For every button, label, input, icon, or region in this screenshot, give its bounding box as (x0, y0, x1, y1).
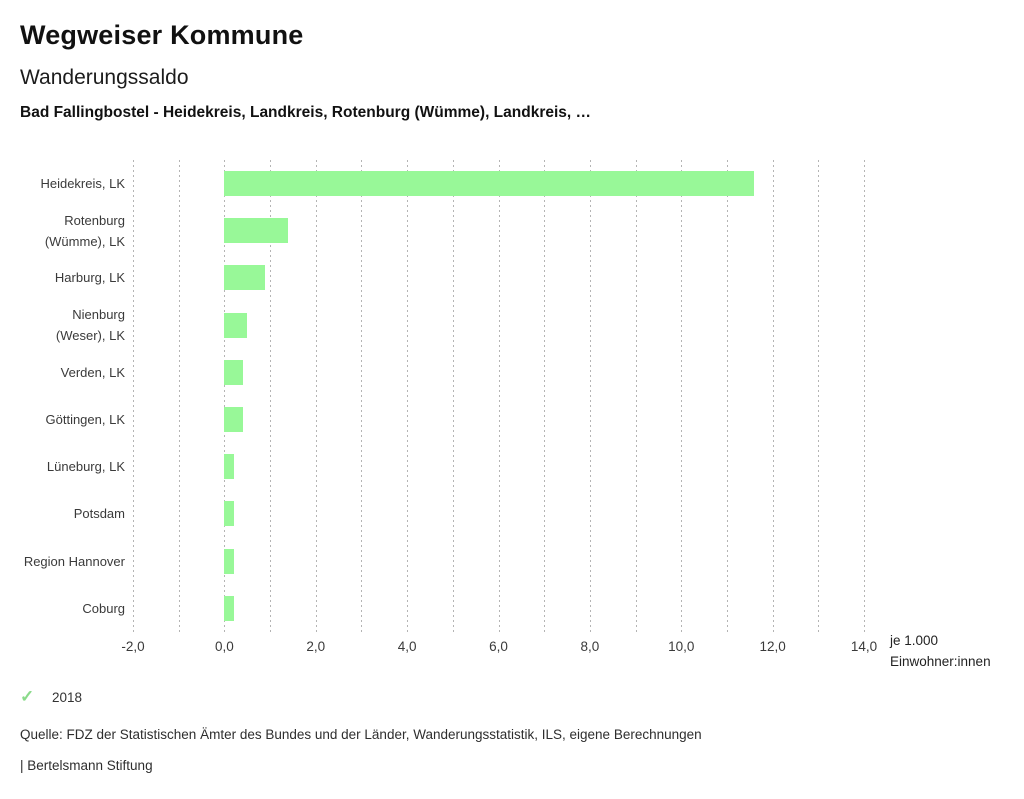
chart-row: Rotenburg (Wümme), LK (20, 207, 864, 254)
bar[interactable] (224, 595, 234, 621)
gridline (178, 160, 180, 632)
gridline (407, 160, 409, 632)
bar[interactable] (224, 171, 755, 196)
gridline (589, 160, 591, 632)
category-label: Coburg (82, 600, 125, 616)
chart-row: Nienburg (Weser), LK (20, 302, 864, 349)
legend-item-2018[interactable]: ✓ 2018 (20, 687, 82, 707)
bar-track (133, 585, 864, 632)
bar-track (133, 349, 864, 396)
gridline (361, 160, 363, 632)
bar-track (133, 490, 864, 537)
x-axis: -2,0 0,0 2,0 4,0 6,0 8,0 10,0 12,0 14,0 (121, 639, 877, 659)
x-tick-label: 8,0 (580, 639, 600, 654)
bar[interactable] (224, 548, 234, 574)
gridline (726, 160, 728, 632)
bar[interactable] (224, 265, 266, 291)
x-tick-label: -2,0 (121, 639, 145, 654)
chart-row: Heidekreis, LK (20, 160, 864, 207)
gridline (544, 160, 546, 632)
bar[interactable] (224, 501, 234, 527)
bar[interactable] (224, 454, 234, 480)
category-label: Harburg, LK (54, 270, 125, 286)
bar-track (133, 443, 864, 490)
branding-text: | Bertelsmann Stiftung (20, 758, 153, 773)
bar-track (133, 302, 864, 349)
gridline (452, 160, 454, 632)
bar-track (133, 160, 864, 207)
chart-row: Potsdam (20, 490, 864, 537)
x-tick-label: 10,0 (668, 639, 695, 654)
app-title: Wegweiser Kommune (20, 20, 304, 50)
bar[interactable] (224, 312, 248, 338)
chart-row: Verden, LK (20, 349, 864, 396)
x-tick-label: 0,0 (214, 639, 234, 654)
x-axis-unit-line2: Einwohner:innen (890, 654, 991, 669)
gridline (681, 160, 683, 632)
chart-title: Wanderungssaldo (20, 66, 189, 89)
checkmark-icon: ✓ (20, 687, 35, 706)
category-label: Lüneburg, LK (46, 459, 125, 475)
gridline (635, 160, 637, 632)
chart-row: Coburg (20, 585, 864, 632)
bar-track (133, 538, 864, 585)
gridline (224, 160, 226, 632)
category-label: Nienburg (Weser), LK (55, 307, 125, 344)
bar-track (133, 396, 864, 443)
bar-track (133, 207, 864, 254)
category-label: Rotenburg (Wümme), LK (44, 212, 125, 249)
category-label: Heidekreis, LK (40, 176, 125, 192)
category-label: Region Hannover (23, 553, 125, 569)
bar[interactable] (224, 406, 243, 432)
category-label: Göttingen, LK (45, 412, 126, 428)
category-label: Potsdam (73, 506, 125, 522)
x-axis-unit-label: je 1.000 Einwohner:innen (890, 630, 991, 672)
bar-chart: Heidekreis, LK Rotenburg (Wümme), LK Harbu… (20, 160, 864, 632)
gridline (315, 160, 317, 632)
x-tick-label: 12,0 (759, 639, 786, 654)
chart-row: Göttingen, LK (20, 396, 864, 443)
category-label: Verden, LK (60, 364, 125, 380)
gridline (818, 160, 820, 632)
bar[interactable] (224, 218, 289, 244)
gridline (864, 160, 865, 632)
chart-row: Lüneburg, LK (20, 443, 864, 490)
x-tick-label: 14,0 (850, 639, 878, 654)
chart-gridlines (133, 160, 865, 632)
chart-row: Region Hannover (20, 538, 864, 585)
bar-track (133, 254, 864, 301)
gridline (133, 160, 134, 632)
x-tick-label: 4,0 (397, 639, 417, 654)
gridline (498, 160, 500, 632)
x-axis-unit-line1: je 1.000 (890, 633, 939, 648)
x-tick-label: 6,0 (489, 639, 508, 654)
x-tick-label: 2,0 (306, 639, 326, 654)
bar[interactable] (224, 359, 243, 385)
legend-year-label: 2018 (52, 689, 83, 705)
chart-subtitle: Bad Fallingbostel - Heidekreis, Landkrei… (20, 104, 592, 121)
chart-row: Harburg, LK (20, 254, 864, 301)
source-text: Quelle: FDZ der Statistischen Ämter des … (20, 727, 702, 742)
gridline (270, 160, 272, 632)
gridline (772, 160, 774, 632)
